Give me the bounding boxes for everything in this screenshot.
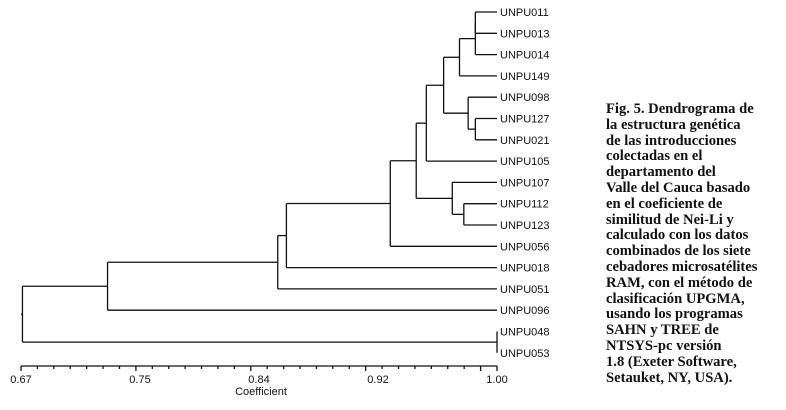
dendrogram-chart: UNPU011 UNPU013 UNPU014 UNPU149 UNPU098 UNPU1… <box>10 7 550 398</box>
x-axis-title: Coefficient <box>235 386 287 398</box>
leaf-label: UNPU056 <box>500 241 550 253</box>
caption-line: calculado con los datos <box>606 227 749 244</box>
figure-caption: Fig. 5. Dendrograma de la estructura gené… <box>606 101 784 386</box>
leaf-label: UNPU013 <box>500 28 550 40</box>
x-tick-label: 1.00 <box>486 374 507 386</box>
leaf-label: UNPU011 <box>500 7 549 19</box>
caption-line: la estructura genética <box>606 116 741 133</box>
caption-line: Fig. 5. Dendrograma de <box>606 101 754 117</box>
leaf-label: UNPU048 <box>500 327 550 339</box>
caption-line: RAM, con el método de <box>606 274 753 291</box>
leaf-label: UNPU096 <box>500 305 550 317</box>
caption-line: departamento del <box>606 164 716 181</box>
leaf-label: UNPU051 <box>500 284 550 296</box>
caption-line: usando los programas <box>606 306 743 323</box>
caption-line: Valle del Cauca basado <box>606 179 751 196</box>
caption-line: combinados de los siete <box>606 243 751 260</box>
caption-line: en el coeficiente de <box>606 195 723 212</box>
leaf-label: UNPU105 <box>500 156 550 168</box>
leaf-label: UNPU098 <box>500 92 550 104</box>
caption-line: similitud de Nei-Li y <box>606 211 734 228</box>
leaf-label: UNPU149 <box>500 71 550 83</box>
leaf-label: UNPU123 <box>500 220 550 232</box>
caption-line: NTSYS-pc versión <box>606 337 722 354</box>
leaf-label: UNPU127 <box>500 114 550 126</box>
leaf-labels: UNPU011 UNPU013 UNPU014 UNPU149 UNPU098 UNPU1… <box>500 7 550 360</box>
leaf-label: UNPU014 <box>500 50 550 62</box>
x-axis: 0.67 0.75 0.84 0.92 1.00 <box>10 365 508 386</box>
x-tick-label: 0.84 <box>248 374 269 386</box>
leaf-label: UNPU018 <box>500 263 550 275</box>
caption-line: 1.8 (Exeter Software, <box>606 353 737 370</box>
dendrogram-branches <box>21 11 498 353</box>
caption-line: de las introducciones <box>606 132 737 149</box>
leaf-label: UNPU107 <box>500 177 550 189</box>
leaf-label: UNPU112 <box>500 199 549 211</box>
caption-line: colectadas en el <box>606 148 703 165</box>
caption-line: clasificación UPGMA, <box>606 290 745 307</box>
leaf-label: UNPU053 <box>500 348 550 360</box>
caption-line: cebadores microsatélites <box>606 258 758 275</box>
leaf-label: UNPU021 <box>500 135 550 147</box>
x-tick-label: 0.67 <box>10 374 31 386</box>
caption-line: SAHN y TREE de <box>606 322 719 339</box>
x-tick-label: 0.75 <box>129 374 150 386</box>
caption-line: Setauket, NY, USA). <box>606 369 733 386</box>
x-tick-label: 0.92 <box>367 374 388 386</box>
